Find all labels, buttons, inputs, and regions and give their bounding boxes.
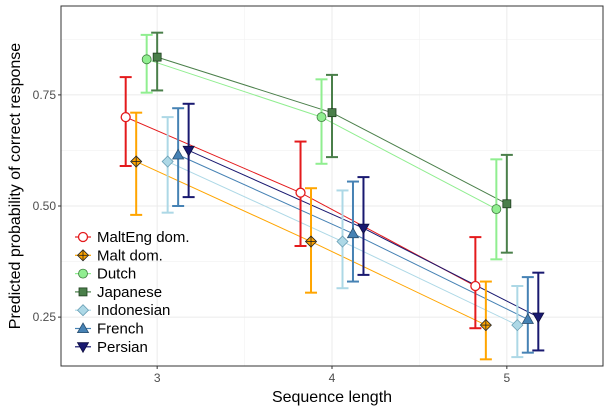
legend-key-marker xyxy=(78,268,88,279)
y-tick-label: 0.25 xyxy=(33,310,57,324)
data-point xyxy=(141,54,152,65)
data-point xyxy=(502,199,512,209)
legend-label: Dutch xyxy=(97,266,136,283)
legend: MaltEng dom.Malt dom. DutchJapaneseIndone… xyxy=(75,229,190,356)
legend-label: Japanese xyxy=(97,284,162,301)
legend-key-marker xyxy=(77,231,89,243)
legend-key-marker xyxy=(76,342,90,354)
data-point xyxy=(161,155,174,168)
data-point xyxy=(491,204,502,215)
data-point xyxy=(532,312,545,324)
data-point xyxy=(357,223,370,235)
legend-label: MaltEng dom. xyxy=(97,229,190,246)
data-point xyxy=(171,148,185,160)
x-axis-title: Sequence length xyxy=(272,389,392,406)
y-tick-label: 0.50 xyxy=(33,199,57,213)
data-point xyxy=(336,235,349,248)
legend-label: Malt dom. xyxy=(97,247,163,264)
legend-label: Indonesian xyxy=(97,302,170,319)
data-point xyxy=(346,227,360,239)
legend-key-marker xyxy=(76,304,90,317)
data-point xyxy=(182,145,195,157)
data-point xyxy=(295,187,306,198)
legend-key-marker xyxy=(76,322,90,334)
x-tick-label: 4 xyxy=(329,371,336,385)
x-tick-label: 5 xyxy=(503,371,510,385)
data-point xyxy=(511,319,524,332)
x-axis-ticks: 3 4 5 xyxy=(154,366,510,385)
x-tick-label: 3 xyxy=(154,371,161,385)
legend-label: French xyxy=(97,321,144,338)
y-tick-label: 0.75 xyxy=(33,88,57,102)
legend-key-marker xyxy=(78,287,88,297)
y-axis-title: Predicted probability of correct respons… xyxy=(7,43,24,329)
y-axis-ticks: 0.25 0.50 0.75 xyxy=(33,88,61,324)
data-point xyxy=(327,108,337,118)
data-point xyxy=(470,280,481,292)
data-point xyxy=(120,111,131,123)
data-point xyxy=(152,52,162,62)
data-point xyxy=(521,313,535,324)
data-point xyxy=(316,112,327,123)
markers xyxy=(120,52,545,332)
legend-label: Persian xyxy=(97,339,148,356)
